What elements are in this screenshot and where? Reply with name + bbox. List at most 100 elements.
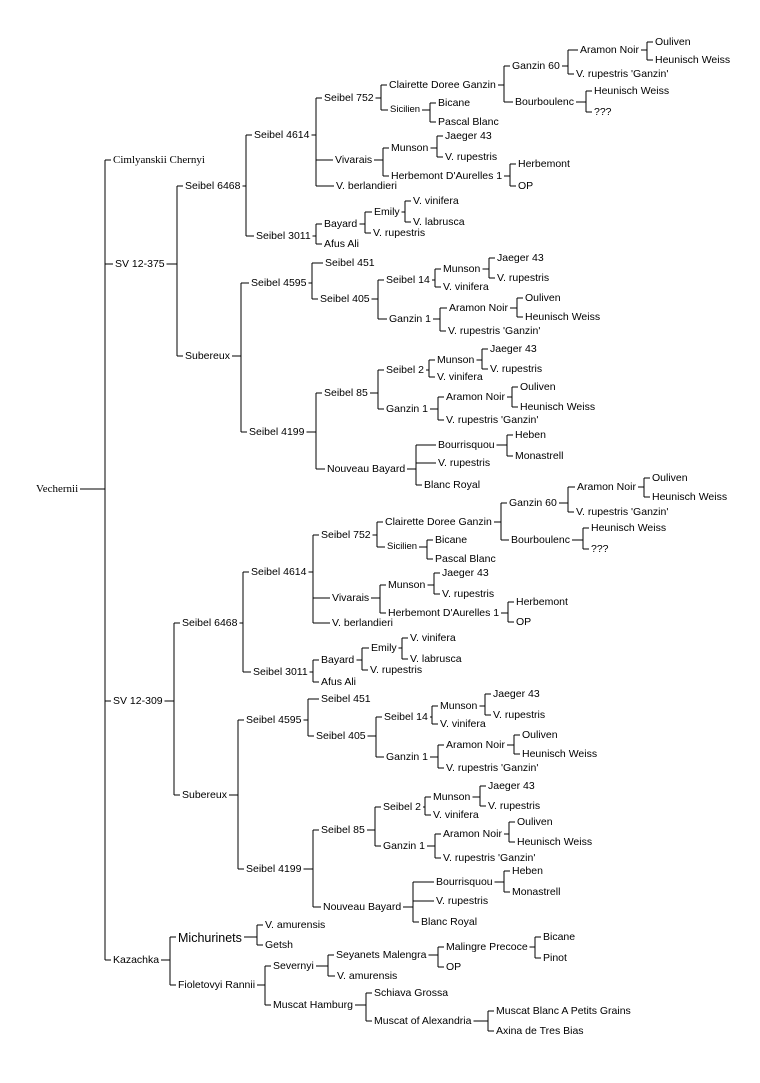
node-d-s4199b: Seibel 4199 bbox=[246, 863, 302, 875]
node-e-pinot: Pinot bbox=[543, 952, 567, 964]
node-d-vrg5: V. rupestris 'Ganzin' bbox=[446, 762, 539, 774]
node-c-heben1: Heben bbox=[515, 429, 546, 441]
node-c-sicil1: Sicilien bbox=[390, 104, 421, 115]
node-d-arnoir4: Aramon Noir bbox=[577, 481, 636, 493]
node-c-ganzin1b: Ganzin 1 bbox=[386, 403, 429, 415]
node-c-s2a: Seibel 2 bbox=[386, 364, 424, 376]
node-d-afus2: Afus Ali bbox=[321, 676, 357, 688]
node-d-arnoir6: Aramon Noir bbox=[443, 828, 502, 840]
node-d-bicane2: Bicane bbox=[435, 534, 468, 546]
node-d-s14b: Seibel 14 bbox=[384, 711, 428, 723]
node-d-emily2: Emily bbox=[371, 642, 397, 654]
node-c-vrup5: V. rupestris bbox=[438, 457, 491, 469]
node-d-subB: Subereux bbox=[182, 789, 227, 801]
node-d-munson6: Munson bbox=[433, 791, 471, 803]
node-d-bourb2: Bourboulenc bbox=[511, 534, 570, 546]
node-c-vrup2: V. rupestris bbox=[373, 227, 426, 239]
node-c-jaeger1: Jaeger 43 bbox=[445, 130, 492, 142]
node-root: Vechernii bbox=[36, 483, 79, 495]
node-d-s2b: Seibel 2 bbox=[383, 801, 421, 813]
node-c-vrg1: V. rupestris 'Ganzin' bbox=[576, 68, 669, 80]
node-e-seyan: Seyanets Malengra bbox=[336, 949, 427, 961]
node-d-ganzin1c: Ganzin 1 bbox=[386, 751, 429, 763]
node-d-vlab2: V. labrusca bbox=[410, 653, 462, 665]
node-d-jaeger5: Jaeger 43 bbox=[493, 688, 540, 700]
node-d-heben2: Heben bbox=[512, 865, 543, 877]
node-c-arnoir1: Aramon Noir bbox=[580, 44, 639, 56]
node-e-vamur1: V. amurensis bbox=[265, 919, 326, 931]
node-c-vrg3: V. rupestris 'Ganzin' bbox=[446, 414, 539, 426]
node-c-bayard1: Bayard bbox=[324, 218, 358, 230]
node-d-ouliven4: Ouliven bbox=[652, 472, 688, 484]
node-d-cdgb: Clairette Doree Ganzin bbox=[385, 516, 492, 528]
node-d-ouliven6: Ouliven bbox=[517, 816, 553, 828]
node-e-fiol: Fioletovyi Rannii bbox=[178, 979, 256, 991]
node-d-heun6: Heunisch Weiss bbox=[591, 522, 667, 534]
node-d-vivar2: Vivarais bbox=[332, 592, 370, 604]
node-c-nbayard1: Nouveau Bayard bbox=[327, 463, 406, 475]
node-c-s4614a: Seibel 4614 bbox=[254, 129, 310, 141]
node-c-bourr1: Bourrisquou bbox=[438, 439, 495, 451]
node-e-malp: Malingre Precoce bbox=[446, 941, 528, 953]
node-d-heun8: Heunisch Weiss bbox=[517, 836, 593, 848]
node-d-ganzin1d: Ganzin 1 bbox=[383, 840, 426, 852]
node-c-arnoir2: Aramon Noir bbox=[449, 302, 508, 314]
node-d-s451b: Seibel 451 bbox=[321, 693, 371, 705]
node-c-s4595a: Seibel 4595 bbox=[251, 277, 307, 289]
node-c-monas1: Monastrell bbox=[515, 450, 564, 462]
node-c-s4199a: Seibel 4199 bbox=[249, 426, 305, 438]
node-d-heun5: Heunisch Weiss bbox=[652, 491, 728, 503]
node-e-bicane3: Bicane bbox=[543, 931, 576, 943]
node-c-heun2: Heunisch Weiss bbox=[594, 85, 670, 97]
node-c-vvin2: V. vinifera bbox=[443, 281, 489, 293]
node-e-schiava: Schiava Grossa bbox=[374, 987, 449, 999]
node-c-s405a: Seibel 405 bbox=[320, 293, 370, 305]
node-e-op3: OP bbox=[446, 961, 462, 973]
node-d-vrup9: V. rupestris bbox=[488, 800, 541, 812]
node-c-vberl1: V. berlandieri bbox=[336, 180, 397, 192]
node-d-munson4: Munson bbox=[388, 579, 426, 591]
node-c-jaeger3: Jaeger 43 bbox=[490, 343, 537, 355]
node-d-vberl2: V. berlandieri bbox=[332, 617, 393, 629]
node-c-blancr1: Blanc Royal bbox=[424, 479, 481, 491]
node-c-ouliven2: Ouliven bbox=[525, 292, 561, 304]
node-c-s451a: Seibel 451 bbox=[325, 257, 375, 269]
node-d-nbayard2: Nouveau Bayard bbox=[323, 901, 402, 913]
node-d-vvin6: V. vinifera bbox=[433, 809, 479, 821]
node-d-munson5: Munson bbox=[440, 700, 478, 712]
node-c-q1: ??? bbox=[594, 106, 612, 118]
node-d-jaeger6: Jaeger 43 bbox=[488, 780, 535, 792]
node-d-vrup6: V. rupestris bbox=[442, 588, 495, 600]
node-d-hda2: Herbemont D'Aurelles 1 bbox=[388, 607, 500, 619]
node-d-s405b: Seibel 405 bbox=[316, 730, 366, 742]
node-d-vrup8: V. rupestris bbox=[493, 709, 546, 721]
node-c-munson1: Munson bbox=[391, 142, 429, 154]
node-e-vamur2: V. amurensis bbox=[337, 970, 398, 982]
node-d-jaeger4: Jaeger 43 bbox=[442, 567, 489, 579]
node-c-emily1: Emily bbox=[374, 206, 400, 218]
node-d-s85b: Seibel 85 bbox=[321, 824, 365, 836]
node-d-vrup7: V. rupestris bbox=[370, 664, 423, 676]
node-c-cimlyanskii: Cimlyanskii Chernyi bbox=[113, 154, 205, 166]
node-c-ouliven3: Ouliven bbox=[520, 381, 556, 393]
node-d-herb2: Herbemont bbox=[516, 596, 568, 608]
node-c-bourb1: Bourboulenc bbox=[515, 96, 574, 108]
node-c-vlab1: V. labrusca bbox=[413, 216, 465, 228]
node-d-vvin4: V. vinifera bbox=[410, 632, 456, 644]
node-d-sv12309: SV 12-309 bbox=[113, 695, 163, 707]
node-c-vrup3: V. rupestris bbox=[497, 272, 550, 284]
node-c-heun4: Heunisch Weiss bbox=[520, 401, 596, 413]
node-c-munson2: Munson bbox=[443, 263, 481, 275]
node-c-vvin3: V. vinifera bbox=[437, 371, 483, 383]
node-c-hda1: Herbemont D'Aurelles 1 bbox=[391, 170, 503, 182]
node-d-heun7: Heunisch Weiss bbox=[522, 748, 598, 760]
node-e-sev: Severnyi bbox=[273, 960, 314, 972]
node-c-arnoir3: Aramon Noir bbox=[446, 391, 505, 403]
node-c-s6468a: Seibel 6468 bbox=[185, 180, 241, 192]
node-d-vrg4: V. rupestris 'Ganzin' bbox=[576, 506, 669, 518]
node-c-vvin1: V. vinifera bbox=[413, 195, 459, 207]
node-c-sv12375: SV 12-375 bbox=[115, 258, 165, 270]
node-c-bicane1: Bicane bbox=[438, 97, 471, 109]
node-d-s3011b: Seibel 3011 bbox=[253, 666, 308, 678]
